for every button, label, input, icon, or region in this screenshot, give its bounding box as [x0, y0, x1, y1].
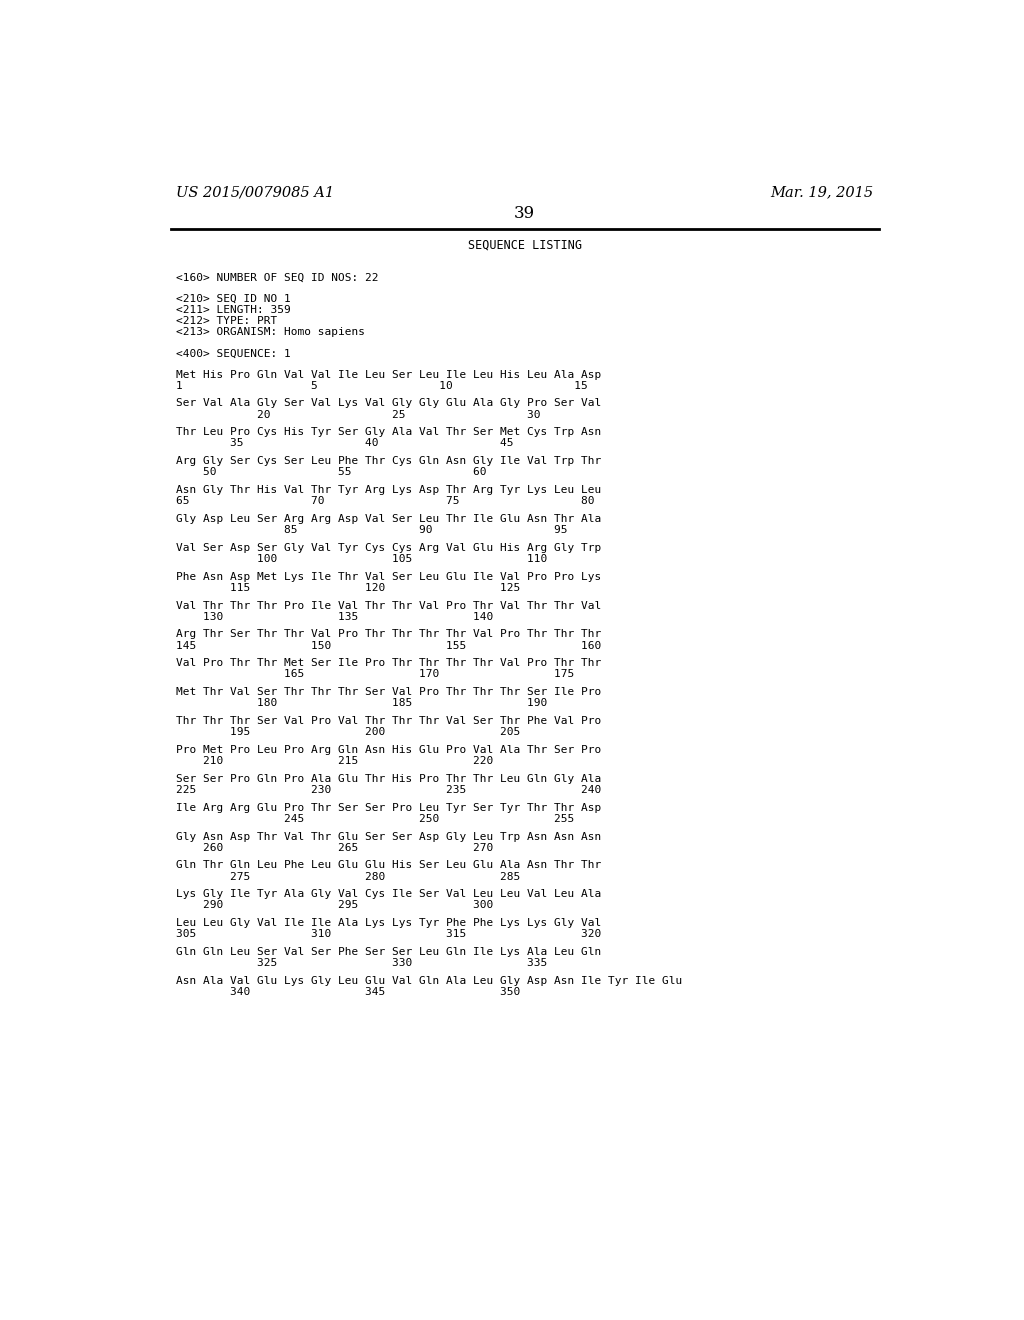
- Text: 275                 280                 285: 275 280 285: [176, 871, 520, 882]
- Text: Thr Thr Thr Ser Val Pro Val Thr Thr Thr Val Ser Thr Phe Val Pro: Thr Thr Thr Ser Val Pro Val Thr Thr Thr …: [176, 715, 601, 726]
- Text: Arg Gly Ser Cys Ser Leu Phe Thr Cys Gln Asn Gly Ile Val Trp Thr: Arg Gly Ser Cys Ser Leu Phe Thr Cys Gln …: [176, 457, 601, 466]
- Text: <160> NUMBER OF SEQ ID NOS: 22: <160> NUMBER OF SEQ ID NOS: 22: [176, 272, 379, 282]
- Text: 340                 345                 350: 340 345 350: [176, 987, 520, 997]
- Text: Val Pro Thr Thr Met Ser Ile Pro Thr Thr Thr Thr Val Pro Thr Thr: Val Pro Thr Thr Met Ser Ile Pro Thr Thr …: [176, 659, 601, 668]
- Text: 145                 150                 155                 160: 145 150 155 160: [176, 640, 601, 651]
- Text: SEQUENCE LISTING: SEQUENCE LISTING: [468, 239, 582, 252]
- Text: 130                 135                 140: 130 135 140: [176, 611, 494, 622]
- Text: <212> TYPE: PRT: <212> TYPE: PRT: [176, 315, 278, 326]
- Text: 100                 105                 110: 100 105 110: [176, 554, 547, 564]
- Text: 1                   5                  10                  15: 1 5 10 15: [176, 380, 588, 391]
- Text: Gln Gln Leu Ser Val Ser Phe Ser Ser Leu Gln Ile Lys Ala Leu Gln: Gln Gln Leu Ser Val Ser Phe Ser Ser Leu …: [176, 946, 601, 957]
- Text: Met Thr Val Ser Thr Thr Thr Ser Val Pro Thr Thr Thr Ser Ile Pro: Met Thr Val Ser Thr Thr Thr Ser Val Pro …: [176, 688, 601, 697]
- Text: 20                  25                  30: 20 25 30: [176, 409, 541, 420]
- Text: Val Thr Thr Thr Pro Ile Val Thr Thr Val Pro Thr Val Thr Thr Val: Val Thr Thr Thr Pro Ile Val Thr Thr Val …: [176, 601, 601, 611]
- Text: 85                  90                  95: 85 90 95: [176, 525, 567, 535]
- Text: 115                 120                 125: 115 120 125: [176, 583, 520, 593]
- Text: Val Ser Asp Ser Gly Val Tyr Cys Cys Arg Val Glu His Arg Gly Trp: Val Ser Asp Ser Gly Val Tyr Cys Cys Arg …: [176, 543, 601, 553]
- Text: <213> ORGANISM: Homo sapiens: <213> ORGANISM: Homo sapiens: [176, 327, 365, 337]
- Text: <400> SEQUENCE: 1: <400> SEQUENCE: 1: [176, 348, 291, 358]
- Text: Gly Asn Asp Thr Val Thr Glu Ser Ser Asp Gly Leu Trp Asn Asn Asn: Gly Asn Asp Thr Val Thr Glu Ser Ser Asp …: [176, 832, 601, 842]
- Text: 39: 39: [514, 205, 536, 222]
- Text: <211> LENGTH: 359: <211> LENGTH: 359: [176, 305, 291, 314]
- Text: Asn Gly Thr His Val Thr Tyr Arg Lys Asp Thr Arg Tyr Lys Leu Leu: Asn Gly Thr His Val Thr Tyr Arg Lys Asp …: [176, 484, 601, 495]
- Text: Lys Gly Ile Tyr Ala Gly Val Cys Ile Ser Val Leu Leu Val Leu Ala: Lys Gly Ile Tyr Ala Gly Val Cys Ile Ser …: [176, 890, 601, 899]
- Text: Met His Pro Gln Val Val Ile Leu Ser Leu Ile Leu His Leu Ala Asp: Met His Pro Gln Val Val Ile Leu Ser Leu …: [176, 370, 601, 380]
- Text: Asn Ala Val Glu Lys Gly Leu Glu Val Gln Ala Leu Gly Asp Asn Ile Tyr Ile Glu: Asn Ala Val Glu Lys Gly Leu Glu Val Gln …: [176, 975, 682, 986]
- Text: Gln Thr Gln Leu Phe Leu Glu Glu His Ser Leu Glu Ala Asn Thr Thr: Gln Thr Gln Leu Phe Leu Glu Glu His Ser …: [176, 861, 601, 870]
- Text: 325                 330                 335: 325 330 335: [176, 958, 547, 968]
- Text: Ser Ser Pro Gln Pro Ala Glu Thr His Pro Thr Thr Leu Gln Gly Ala: Ser Ser Pro Gln Pro Ala Glu Thr His Pro …: [176, 774, 601, 784]
- Text: 195                 200                 205: 195 200 205: [176, 727, 520, 737]
- Text: 210                 215                 220: 210 215 220: [176, 756, 494, 766]
- Text: 35                  40                  45: 35 40 45: [176, 438, 514, 449]
- Text: Ile Arg Arg Glu Pro Thr Ser Ser Pro Leu Tyr Ser Tyr Thr Thr Asp: Ile Arg Arg Glu Pro Thr Ser Ser Pro Leu …: [176, 803, 601, 813]
- Text: Gly Asp Leu Ser Arg Arg Asp Val Ser Leu Thr Ile Glu Asn Thr Ala: Gly Asp Leu Ser Arg Arg Asp Val Ser Leu …: [176, 513, 601, 524]
- Text: 65                  70                  75                  80: 65 70 75 80: [176, 496, 595, 506]
- Text: Pro Met Pro Leu Pro Arg Gln Asn His Glu Pro Val Ala Thr Ser Pro: Pro Met Pro Leu Pro Arg Gln Asn His Glu …: [176, 744, 601, 755]
- Text: US 2015/0079085 A1: US 2015/0079085 A1: [176, 185, 334, 199]
- Text: 225                 230                 235                 240: 225 230 235 240: [176, 785, 601, 795]
- Text: 165                 170                 175: 165 170 175: [176, 669, 574, 680]
- Text: 50                  55                  60: 50 55 60: [176, 467, 486, 478]
- Text: Thr Leu Pro Cys His Tyr Ser Gly Ala Val Thr Ser Met Cys Trp Asn: Thr Leu Pro Cys His Tyr Ser Gly Ala Val …: [176, 428, 601, 437]
- Text: <210> SEQ ID NO 1: <210> SEQ ID NO 1: [176, 293, 291, 304]
- Text: 260                 265                 270: 260 265 270: [176, 842, 494, 853]
- Text: Mar. 19, 2015: Mar. 19, 2015: [770, 185, 873, 199]
- Text: Arg Thr Ser Thr Thr Val Pro Thr Thr Thr Thr Val Pro Thr Thr Thr: Arg Thr Ser Thr Thr Val Pro Thr Thr Thr …: [176, 630, 601, 639]
- Text: 290                 295                 300: 290 295 300: [176, 900, 494, 911]
- Text: Leu Leu Gly Val Ile Ile Ala Lys Lys Tyr Phe Phe Lys Lys Gly Val: Leu Leu Gly Val Ile Ile Ala Lys Lys Tyr …: [176, 919, 601, 928]
- Text: Phe Asn Asp Met Lys Ile Thr Val Ser Leu Glu Ile Val Pro Pro Lys: Phe Asn Asp Met Lys Ile Thr Val Ser Leu …: [176, 572, 601, 582]
- Text: 180                 185                 190: 180 185 190: [176, 698, 547, 709]
- Text: 305                 310                 315                 320: 305 310 315 320: [176, 929, 601, 940]
- Text: Ser Val Ala Gly Ser Val Lys Val Gly Gly Glu Ala Gly Pro Ser Val: Ser Val Ala Gly Ser Val Lys Val Gly Gly …: [176, 399, 601, 408]
- Text: 245                 250                 255: 245 250 255: [176, 814, 574, 824]
